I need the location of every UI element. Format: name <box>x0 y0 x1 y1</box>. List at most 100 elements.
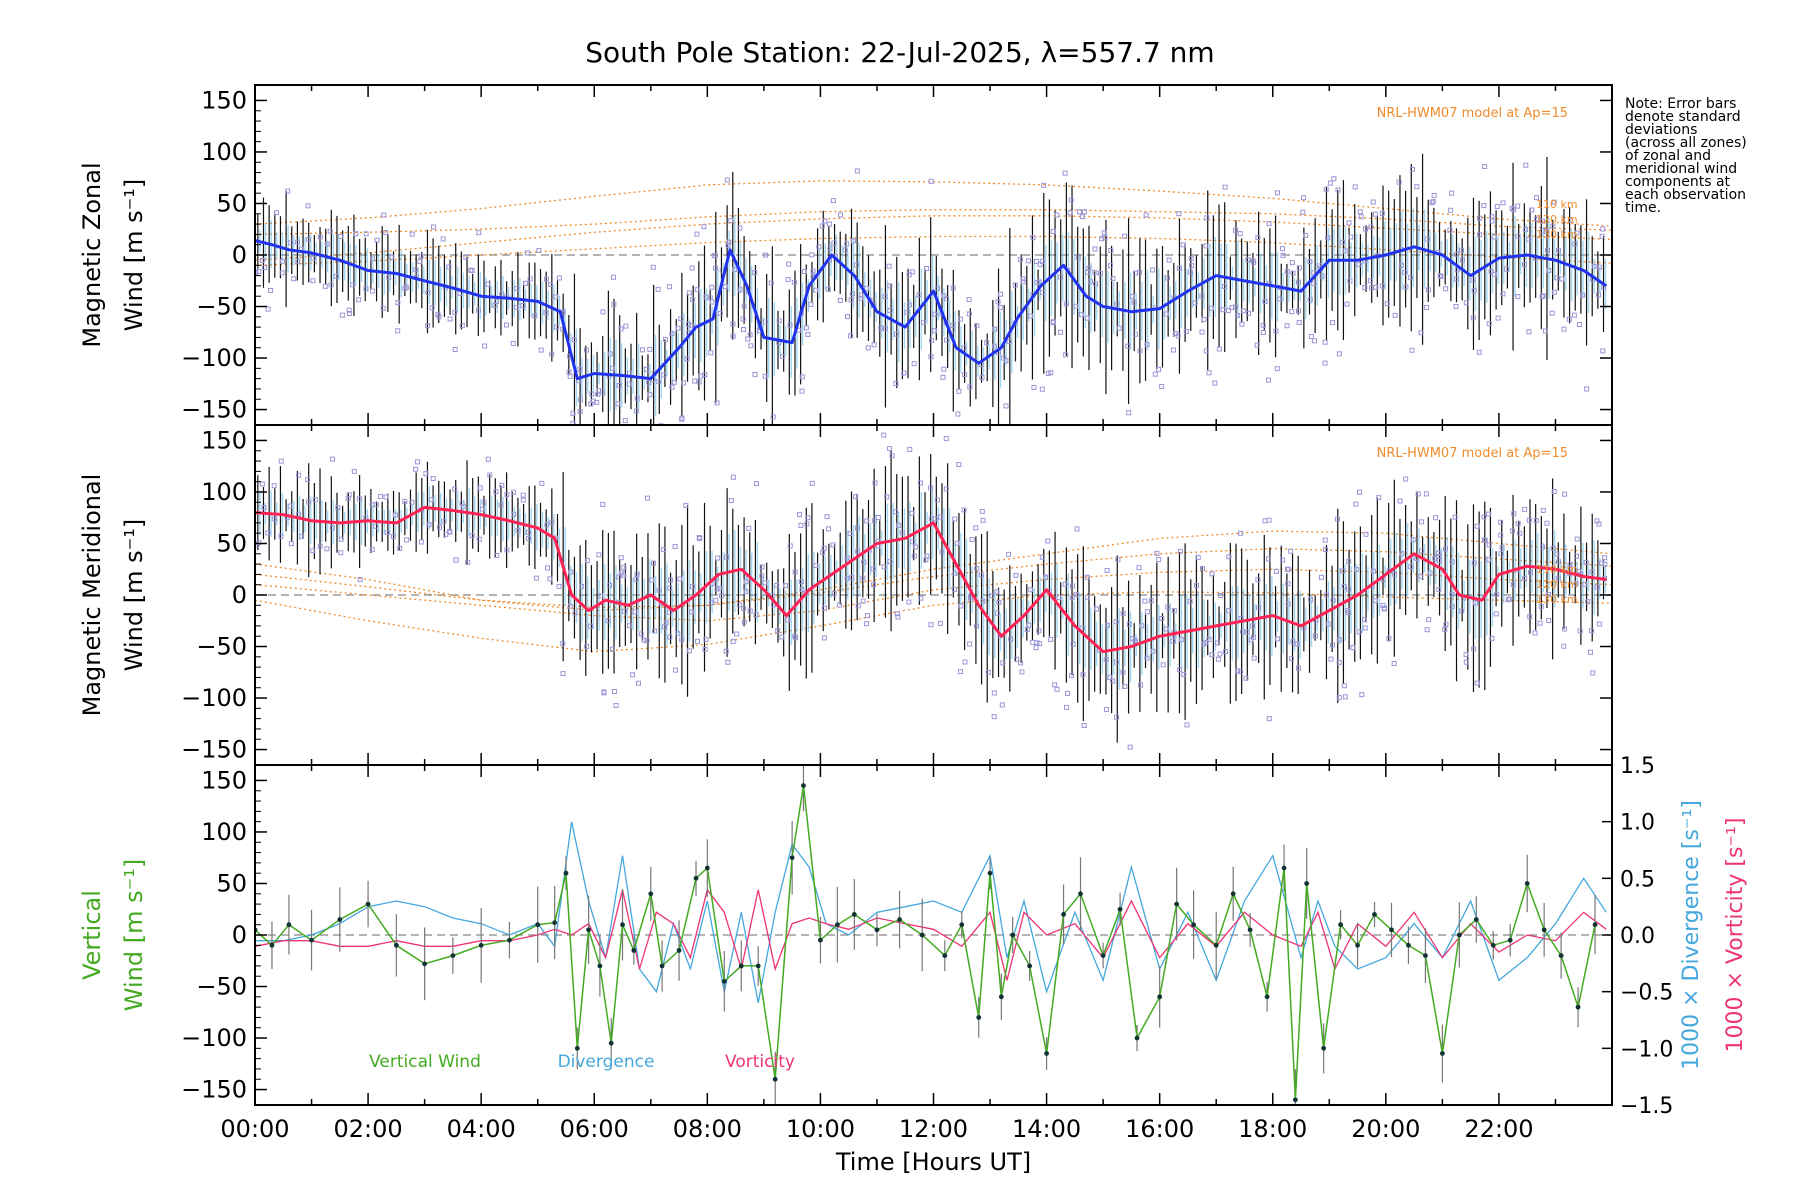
zone-sample-square <box>386 275 392 281</box>
zone-sample-square <box>1069 583 1075 589</box>
zone-sample-square <box>951 586 957 592</box>
zone-sample-square <box>1594 584 1600 590</box>
zone-sample-square <box>346 310 352 316</box>
zone-sample-square <box>1449 591 1455 597</box>
zone-sample-square <box>1559 276 1565 282</box>
zone-sample-square <box>328 282 334 288</box>
vertical-wind-point <box>1264 994 1270 1000</box>
zone-sample-square <box>477 485 483 491</box>
zone-sample-square <box>952 571 958 577</box>
zone-sample-square <box>1165 275 1171 281</box>
zone-sample-square <box>1414 184 1420 190</box>
zone-sample-square <box>1410 166 1416 172</box>
zone-sample-square <box>1463 651 1469 657</box>
zone-sample-square <box>740 316 746 322</box>
note-line: time. <box>1625 200 1662 216</box>
zone-sample-square <box>1494 203 1500 209</box>
zone-sample-square <box>644 366 650 372</box>
zone-sample-square <box>923 557 929 563</box>
zone-sample-square <box>1093 281 1099 287</box>
zone-sample-square <box>1522 575 1528 581</box>
zone-sample-square <box>261 505 267 511</box>
zone-sample-square <box>681 380 687 386</box>
zone-sample-square <box>1370 199 1376 205</box>
zone-sample-square <box>539 480 545 486</box>
zone-sample-square <box>1533 195 1539 201</box>
note-line: (across all zones) <box>1625 135 1747 151</box>
zone-sample-square <box>995 299 1001 305</box>
zone-sample-square <box>1084 315 1090 321</box>
zone-sample-square <box>395 300 401 306</box>
zone-sample-square <box>719 593 725 599</box>
right-tick-label: 1.0 <box>1620 811 1655 836</box>
zone-sample-square <box>1379 210 1385 216</box>
zone-sample-square <box>1250 623 1256 629</box>
zone-sample-square <box>1206 370 1212 376</box>
zone-sample-square <box>907 447 913 453</box>
zone-sample-square <box>1070 641 1076 647</box>
zone-sample-square <box>1274 190 1280 196</box>
zone-sample-square <box>1436 558 1442 564</box>
zone-sample-square <box>992 326 998 332</box>
zone-sample-square <box>543 310 549 316</box>
zone-sample-square <box>492 302 498 308</box>
zone-sample-square <box>864 285 870 291</box>
zone-sample-square <box>881 564 887 570</box>
zone-sample-square <box>1579 292 1585 298</box>
zone-sample-square <box>1357 489 1363 495</box>
y-tick-label: −100 <box>181 1024 247 1052</box>
zone-sample-square <box>1408 564 1414 570</box>
altitude-label: 110 km <box>1536 563 1578 576</box>
zone-sample-square <box>1419 519 1425 525</box>
zone-sample-square <box>854 168 860 174</box>
zone-sample-square <box>855 603 861 609</box>
zone-sample-square <box>940 374 946 380</box>
zone-sample-square <box>810 268 816 274</box>
zone-sample-square <box>708 350 714 356</box>
zone-sample-square <box>1459 247 1465 253</box>
zone-sample-square <box>1452 514 1458 520</box>
zone-sample-square <box>1336 695 1342 701</box>
divergence-line <box>255 821 1607 1004</box>
zone-sample-square <box>1534 216 1540 222</box>
zone-sample-square <box>1505 597 1511 603</box>
vertical-wind-point <box>1044 1051 1049 1056</box>
zone-sample-square <box>805 331 811 337</box>
zone-sample-square <box>1523 162 1529 168</box>
y-tick-label: 150 <box>201 766 247 794</box>
zone-sample-square <box>413 267 419 273</box>
zone-sample-square <box>1561 643 1567 649</box>
zone-sample-square <box>1296 265 1302 271</box>
zone-sample-square <box>549 519 555 525</box>
zone-sample-square <box>938 514 944 520</box>
vertical-wind-point <box>834 922 840 928</box>
panel-plot-group <box>255 432 1612 750</box>
zone-sample-square <box>1142 598 1148 604</box>
zone-sample-square <box>1435 550 1441 556</box>
zone-sample-square <box>726 239 732 245</box>
right-tick-label: 0.0 <box>1620 924 1655 949</box>
zone-sample-square <box>854 525 860 531</box>
zone-sample-square <box>996 599 1002 605</box>
zone-sample-square <box>782 583 788 589</box>
zone-sample-square <box>824 514 830 520</box>
zone-sample-square <box>646 379 652 385</box>
zone-sample-square <box>1498 519 1504 525</box>
zone-sample-square <box>702 372 708 378</box>
right-tick-label: −1.0 <box>1620 1037 1673 1062</box>
zone-sample-square <box>1086 265 1092 271</box>
zone-sample-square <box>544 522 550 528</box>
zone-sample-square <box>848 297 854 303</box>
zone-sample-square <box>1449 559 1455 565</box>
zone-sample-square <box>1150 267 1156 273</box>
zone-sample-square <box>1284 323 1290 329</box>
zone-sample-square <box>437 524 443 530</box>
zone-sample-square <box>844 314 850 320</box>
zone-sample-square <box>1554 275 1560 281</box>
vertical-wind-point <box>1174 901 1180 907</box>
zone-sample-square <box>703 637 709 643</box>
zone-sample-square <box>1347 278 1353 284</box>
zone-sample-square <box>1322 360 1328 366</box>
zone-sample-square <box>714 586 720 592</box>
vertical-wind-point <box>1507 937 1513 943</box>
